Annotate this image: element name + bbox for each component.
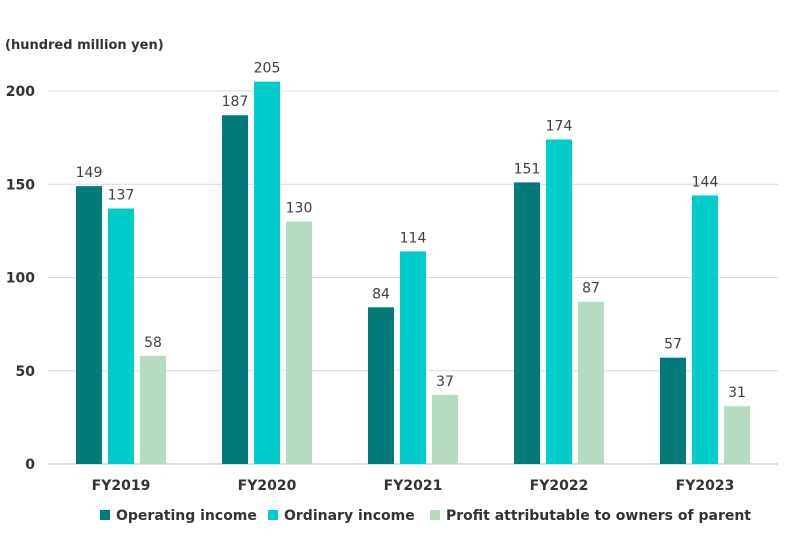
- data-label: 144: [692, 174, 719, 190]
- legend-swatch: [268, 510, 278, 520]
- legend-swatch: [430, 510, 440, 520]
- y-axis-unit-label: (hundred million yen): [5, 38, 164, 53]
- bar: [432, 394, 458, 464]
- data-label: 187: [222, 94, 249, 110]
- data-label: 205: [254, 61, 281, 77]
- bar: [692, 195, 718, 464]
- x-tick-label: FY2021: [384, 478, 443, 494]
- y-tick-label: 0: [25, 457, 35, 473]
- bar: [222, 115, 248, 465]
- data-label: 130: [286, 201, 313, 217]
- bar: [368, 307, 394, 464]
- legend-swatch: [100, 510, 110, 520]
- bar: [108, 208, 134, 464]
- y-axis-ticks: 0 50 100 150 200: [6, 84, 35, 473]
- data-label: 114: [400, 230, 427, 246]
- bars: [76, 81, 750, 465]
- data-label: 84: [372, 286, 390, 302]
- bar: [578, 301, 604, 464]
- bar: [140, 355, 166, 464]
- legend-label: Ordinary income: [284, 508, 415, 524]
- y-tick-label: 200: [6, 84, 35, 100]
- data-label: 151: [514, 161, 541, 177]
- x-tick-label: FY2022: [530, 478, 589, 494]
- x-tick-label: FY2020: [238, 478, 297, 494]
- data-labels: 149 137 58 187 205 130 84 114 37 151 174 87 57 144 31: [76, 61, 746, 402]
- data-label: 149: [76, 165, 103, 181]
- legend: Operating income Ordinary income Profit at…: [100, 508, 751, 524]
- data-label: 31: [728, 385, 746, 401]
- y-tick-label: 150: [6, 177, 35, 193]
- bar: [286, 221, 312, 464]
- bar: [400, 251, 426, 464]
- bar: [76, 186, 102, 465]
- bar: [724, 406, 750, 464]
- x-tick-label: FY2019: [92, 478, 151, 494]
- bar: [660, 357, 686, 464]
- data-label: 37: [436, 374, 454, 390]
- data-label: 174: [546, 118, 573, 134]
- bar: [254, 81, 280, 465]
- data-label: 137: [108, 187, 135, 203]
- data-label: 58: [144, 335, 162, 351]
- bar: [514, 182, 540, 464]
- legend-label: Operating income: [116, 508, 257, 524]
- data-label: 87: [582, 281, 600, 297]
- y-tick-label: 100: [6, 271, 35, 287]
- bar: [546, 139, 572, 465]
- x-axis-ticks: FY2019 FY2020 FY2021 FY2022 FY2023: [92, 478, 735, 494]
- legend-label: Profit attributable to owners of parent: [446, 508, 751, 524]
- y-tick-label: 50: [16, 364, 36, 380]
- data-label: 57: [664, 337, 682, 353]
- x-tick-label: FY2023: [676, 478, 735, 494]
